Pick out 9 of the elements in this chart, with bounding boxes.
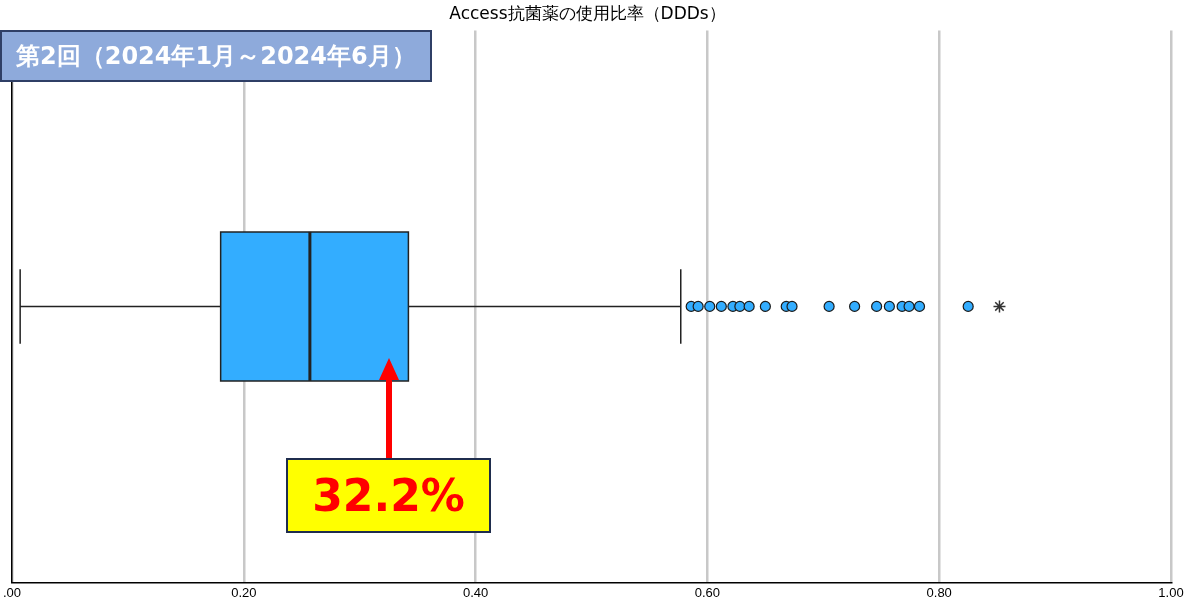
x-tick-label: 1.00 xyxy=(1158,584,1184,600)
x-tick-label: 0.80 xyxy=(926,584,952,600)
x-tick-label: 0.20 xyxy=(231,584,257,600)
annotation: 32.2% xyxy=(286,458,491,534)
annotation: 第2回（2024年1月～2024年6月） xyxy=(0,30,432,82)
x-tick-label: 0.60 xyxy=(694,584,721,600)
x-tick-label: .00 xyxy=(3,584,22,600)
chart-title: Access抗菌薬の使用比率（DDDs） xyxy=(449,2,726,23)
x-tick-label: 0.40 xyxy=(462,584,489,600)
